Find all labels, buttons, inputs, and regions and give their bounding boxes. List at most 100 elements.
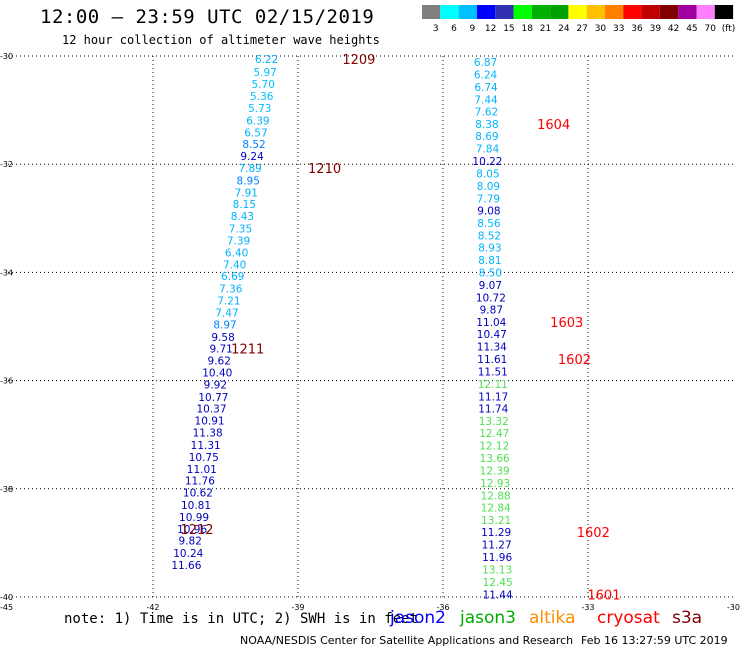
wave-height-label: 6.24 (474, 69, 498, 81)
scale-swatch (678, 5, 697, 19)
wave-height-label: 9.87 (480, 305, 503, 317)
wave-height-label: 13.21 (481, 515, 511, 527)
pass-time-label: 1212 (180, 523, 213, 538)
scale-swatch (422, 5, 441, 19)
scale-swatch (550, 5, 569, 19)
axis-tick-labels: -30 -32 -34 -36 -38 -40-45 -42 -39 -36 -33 -30 (0, 52, 740, 612)
wave-height-label: 7.39 (227, 235, 250, 247)
scale-swatch (641, 5, 660, 19)
y-tick-label: -38 (0, 485, 13, 494)
scale-swatch (531, 5, 551, 19)
wave-height-label: 8.52 (242, 139, 265, 151)
y-tick-label: -30 (0, 52, 13, 61)
wave-height-label: 7.35 (229, 224, 252, 236)
wave-height-label: 7.91 (235, 187, 258, 199)
pass-time-label: 1211 (231, 343, 264, 358)
wave-height-label: 10.24 (173, 548, 203, 560)
scale-swatch (714, 5, 734, 19)
wave-height-label: 9.24 (240, 151, 264, 163)
scale-label: 24 (558, 24, 570, 34)
footer-credit: NOAA/NESDIS Center for Satellite Applica… (240, 634, 574, 647)
scale-swatch (513, 5, 532, 19)
y-tick-label: -34 (0, 268, 13, 277)
wave-height-label: 6.39 (246, 115, 269, 127)
x-tick-label: -39 (291, 603, 304, 612)
scale-label: 3 (433, 24, 439, 34)
note-text: note: 1) Time is in UTC; 2) SWH is in fe… (64, 611, 419, 627)
chart-title: 12:00 – 23:59 UTC 02/15/2019 (40, 6, 375, 28)
x-tick-label: -42 (146, 603, 159, 612)
wave-height-label: 5.70 (252, 79, 275, 91)
wave-height-label: 8.09 (477, 181, 500, 193)
wave-height-label: 11.17 (478, 391, 508, 403)
wave-height-label: 7.79 (477, 193, 500, 205)
scale-swatch (476, 5, 496, 19)
pass-time-label: 1210 (308, 162, 341, 177)
wave-height-label: 7.44 (474, 94, 498, 106)
wave-height-label: 9.08 (477, 206, 500, 218)
wave-height-label: 7.36 (219, 284, 243, 296)
color-scale-bar: 3 6 9 12 15 18 21 24 27 30 33 36 39 42 45 70 (ft) (422, 5, 735, 34)
scale-label: 12 (485, 24, 496, 34)
wave-height-label: 5.73 (248, 103, 271, 115)
wave-height-label: 9.58 (211, 332, 234, 344)
scale-swatch (623, 5, 642, 19)
data-labels: 6.225.975.705.365.736.396.578.529.247.89… (171, 54, 513, 601)
wave-height-label: 11.01 (187, 464, 217, 476)
legend-s3a: s3a (672, 608, 703, 628)
pass-time-label: 1602 (558, 353, 591, 368)
wave-height-label: 8.56 (477, 218, 501, 230)
wave-height-label: 7.47 (215, 307, 238, 319)
wave-height-label: 7.40 (223, 259, 246, 271)
wave-height-label: 8.69 (475, 131, 498, 143)
wave-height-label: 10.96 (177, 524, 207, 536)
wave-height-label: 9.92 (204, 379, 227, 391)
scale-label: 18 (521, 24, 533, 34)
wave-height-label: 10.81 (181, 500, 211, 512)
wave-height-label: 12.45 (483, 577, 513, 589)
x-tick-label: -45 (0, 603, 13, 612)
wave-height-label: 11.76 (185, 476, 215, 488)
pass-time-label: 1601 (587, 588, 620, 603)
wave-height-label: 12.93 (480, 478, 510, 490)
wave-height-label: 8.50 (479, 267, 502, 279)
scale-label: 21 (540, 24, 551, 34)
wave-height-label: 10.22 (472, 156, 502, 168)
wave-height-label: 8.38 (475, 119, 498, 131)
x-tick-label: -36 (436, 603, 449, 612)
wave-height-label: 12.88 (481, 490, 511, 502)
wave-height-label: 11.96 (482, 552, 512, 564)
wave-height-label: 8.43 (231, 211, 254, 223)
legend-cryosat: cryosat (597, 608, 660, 628)
wave-height-label: 11.61 (477, 354, 507, 366)
wave-height-label: 5.36 (250, 91, 274, 103)
wave-height-label: 11.74 (478, 404, 508, 416)
wave-height-label: 6.87 (474, 57, 497, 69)
wave-height-label: 13.66 (480, 453, 510, 465)
legend-altika: altika (529, 608, 576, 628)
wave-height-label: 6.74 (474, 82, 498, 94)
wave-height-label: 8.15 (233, 199, 256, 211)
wave-height-label: 12.12 (479, 441, 509, 453)
scale-swatch (605, 5, 624, 19)
x-tick-label: -30 (727, 603, 740, 612)
wave-height-label: 11.38 (193, 428, 223, 440)
scale-label: 6 (451, 24, 457, 34)
scale-label: 36 (631, 24, 643, 34)
scale-label: 30 (595, 24, 607, 34)
scale-label: (ft) (722, 24, 736, 34)
wave-height-label: 8.52 (478, 231, 501, 243)
y-tick-label: -40 (0, 593, 13, 602)
wave-height-label: 12.39 (480, 465, 510, 477)
scale-label: 42 (668, 24, 679, 34)
wave-height-label: 11.27 (482, 540, 512, 552)
wave-height-label: 10.47 (477, 329, 507, 341)
scale-label: 39 (650, 24, 662, 34)
scale-swatch (458, 5, 477, 19)
wave-height-label: 8.05 (476, 168, 499, 180)
scale-label: 33 (613, 24, 624, 34)
wave-height-label: 8.81 (478, 255, 501, 267)
wave-height-label: 9.71 (209, 344, 232, 356)
chart-subtitle: 12 hour collection of altimeter wave hei… (62, 33, 380, 47)
scale-label: 45 (686, 24, 697, 34)
